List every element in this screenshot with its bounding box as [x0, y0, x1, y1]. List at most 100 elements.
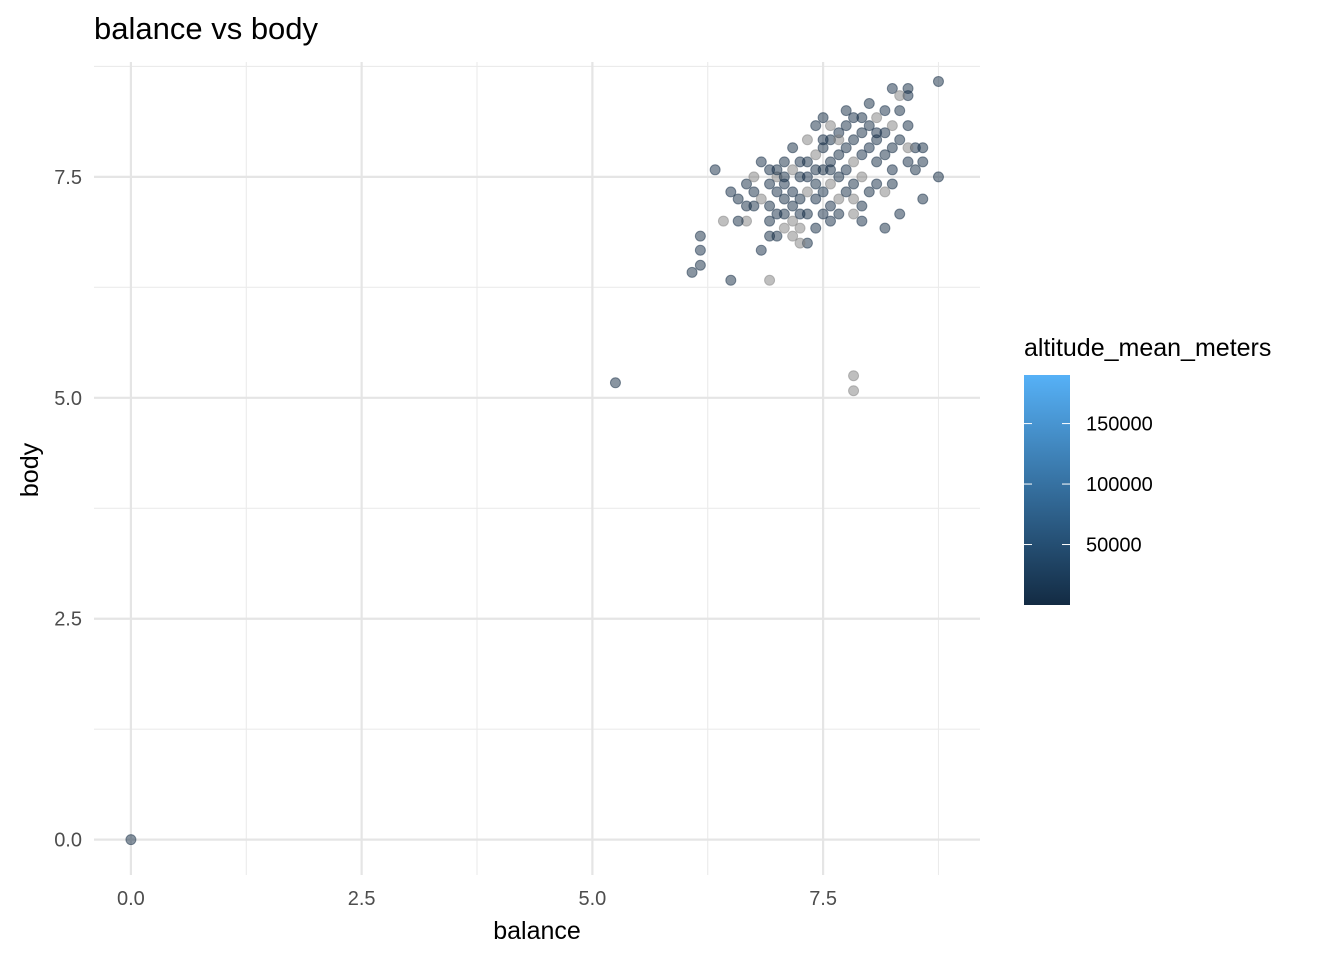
data-point	[764, 230, 776, 242]
data-point	[848, 208, 860, 220]
data-point	[833, 134, 845, 146]
data-point	[879, 149, 891, 161]
y-axis-title: body	[16, 442, 44, 497]
data-point	[764, 274, 776, 286]
legend-colorbar	[1024, 375, 1070, 605]
data-point	[894, 105, 906, 117]
data-point	[833, 193, 845, 205]
data-point	[817, 134, 829, 146]
data-point	[741, 200, 753, 212]
y-tick-label: 0.0	[54, 830, 82, 852]
legend-title: altitude_mean_meters	[1024, 334, 1271, 362]
data-point	[755, 156, 767, 168]
data-point	[840, 105, 852, 117]
legend-tick-label: 150000	[1086, 414, 1153, 436]
data-point	[848, 385, 860, 397]
data-point	[856, 171, 868, 183]
data-point	[810, 120, 822, 132]
data-point	[840, 142, 852, 154]
data-point	[794, 237, 806, 249]
data-point	[902, 142, 914, 154]
x-tick-label: 0.0	[117, 888, 145, 910]
data-point	[824, 164, 836, 176]
data-point	[886, 83, 898, 95]
data-point	[778, 156, 790, 168]
data-point	[871, 112, 883, 124]
legend-ticks: 50000 100000 150000	[1024, 414, 1153, 557]
data-point	[886, 164, 898, 176]
data-point	[848, 193, 860, 205]
data-point	[787, 215, 799, 227]
data-point	[856, 200, 868, 212]
data-point	[902, 156, 914, 168]
data-point	[856, 112, 868, 124]
data-point	[709, 164, 721, 176]
data-point	[778, 171, 790, 183]
data-point	[848, 156, 860, 168]
data-point	[794, 193, 806, 205]
data-point	[932, 171, 944, 183]
data-point	[894, 90, 906, 102]
legend-tick-label: 50000	[1086, 535, 1142, 557]
y-tick-label: 5.0	[54, 388, 82, 410]
data-point	[879, 186, 891, 198]
data-point	[840, 164, 852, 176]
y-tick-label: 7.5	[54, 167, 82, 189]
data-point	[686, 266, 698, 278]
axis-layer: 0.0 2.5 5.0 7.5 0.0 2.5 5.0 7.5	[54, 167, 837, 910]
data-point	[833, 149, 845, 161]
data-point	[840, 120, 852, 132]
data-point	[764, 200, 776, 212]
data-point	[894, 134, 906, 146]
data-point	[764, 164, 776, 176]
data-point	[787, 230, 799, 242]
data-point	[824, 178, 836, 190]
data-point	[856, 127, 868, 139]
data-point	[801, 171, 813, 183]
data-point	[863, 120, 875, 132]
data-point	[755, 193, 767, 205]
color-legend: altitude_mean_meters 50000 100000 150000	[1024, 334, 1271, 605]
data-point	[848, 134, 860, 146]
data-point	[725, 186, 737, 198]
data-point	[748, 186, 760, 198]
data-point	[694, 259, 706, 271]
data-point	[932, 75, 944, 87]
data-point	[778, 222, 790, 234]
data-point	[886, 178, 898, 190]
data-point	[817, 112, 829, 124]
data-point	[810, 149, 822, 161]
data-point	[917, 193, 929, 205]
points-layer	[125, 75, 944, 846]
data-point	[794, 222, 806, 234]
x-tick-label: 2.5	[348, 888, 376, 910]
data-point	[824, 120, 836, 132]
data-point	[856, 149, 868, 161]
data-point	[732, 193, 744, 205]
data-point	[732, 215, 744, 227]
data-point	[801, 186, 813, 198]
data-point	[717, 215, 729, 227]
data-point	[817, 186, 829, 198]
legend-tick-label: 100000	[1086, 474, 1153, 496]
data-point	[741, 178, 753, 190]
data-point	[886, 120, 898, 132]
data-point	[863, 142, 875, 154]
x-tick-label: 5.0	[578, 888, 606, 910]
data-point	[848, 178, 860, 190]
data-point	[833, 208, 845, 220]
data-point	[863, 186, 875, 198]
data-point	[886, 142, 898, 154]
data-point	[771, 186, 783, 198]
data-point	[794, 156, 806, 168]
data-point	[879, 222, 891, 234]
data-point	[856, 215, 868, 227]
data-point	[787, 164, 799, 176]
data-point	[909, 164, 921, 176]
data-point	[748, 171, 760, 183]
data-point	[725, 274, 737, 286]
data-point	[810, 222, 822, 234]
data-point	[801, 134, 813, 146]
